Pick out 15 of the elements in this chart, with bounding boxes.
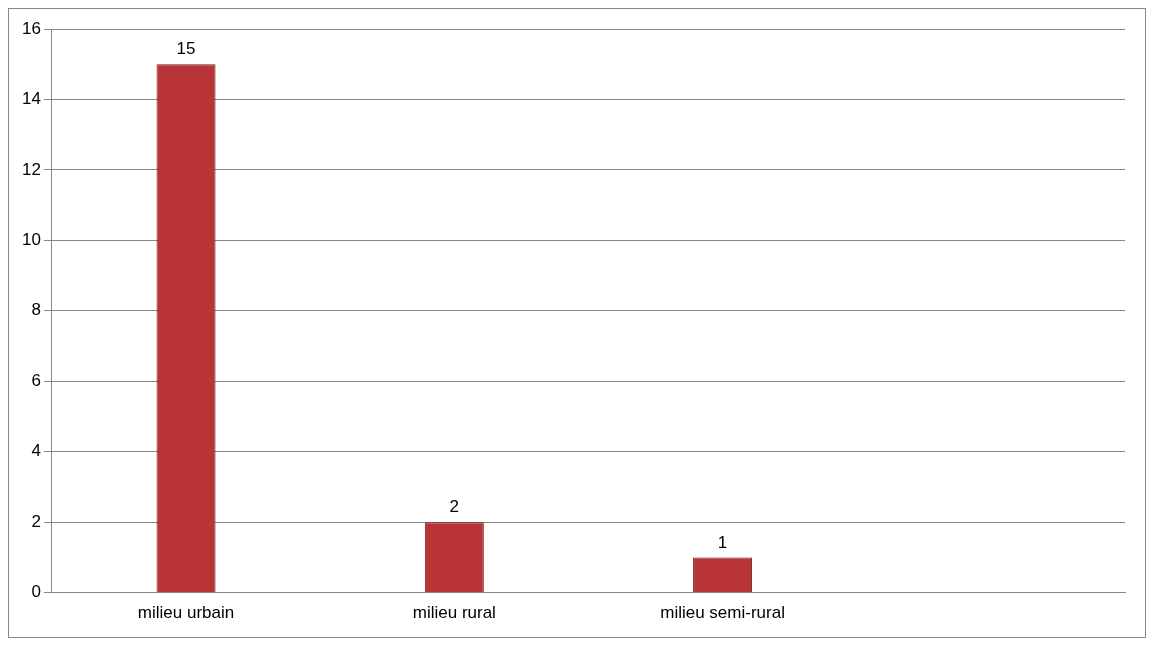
y-tick-label: 12 — [21, 159, 41, 179]
data-label: 15 — [176, 39, 196, 59]
data-label: 1 — [717, 532, 728, 552]
y-tick-label: 6 — [31, 370, 41, 390]
x-tick-label: milieu semi-rural — [660, 603, 785, 623]
y-tick-label: 14 — [21, 89, 41, 109]
y-tick-label: 4 — [31, 441, 41, 461]
y-tick-label: 0 — [31, 582, 41, 602]
x-tick-label: milieu urbain — [137, 603, 235, 623]
data-label: 2 — [449, 497, 460, 517]
y-tick-label: 2 — [31, 511, 41, 531]
x-tick-label: milieu rural — [412, 603, 496, 623]
y-tick-label: 8 — [31, 300, 41, 320]
y-tick-label: 10 — [21, 230, 41, 250]
y-tick-label: 16 — [21, 18, 41, 38]
